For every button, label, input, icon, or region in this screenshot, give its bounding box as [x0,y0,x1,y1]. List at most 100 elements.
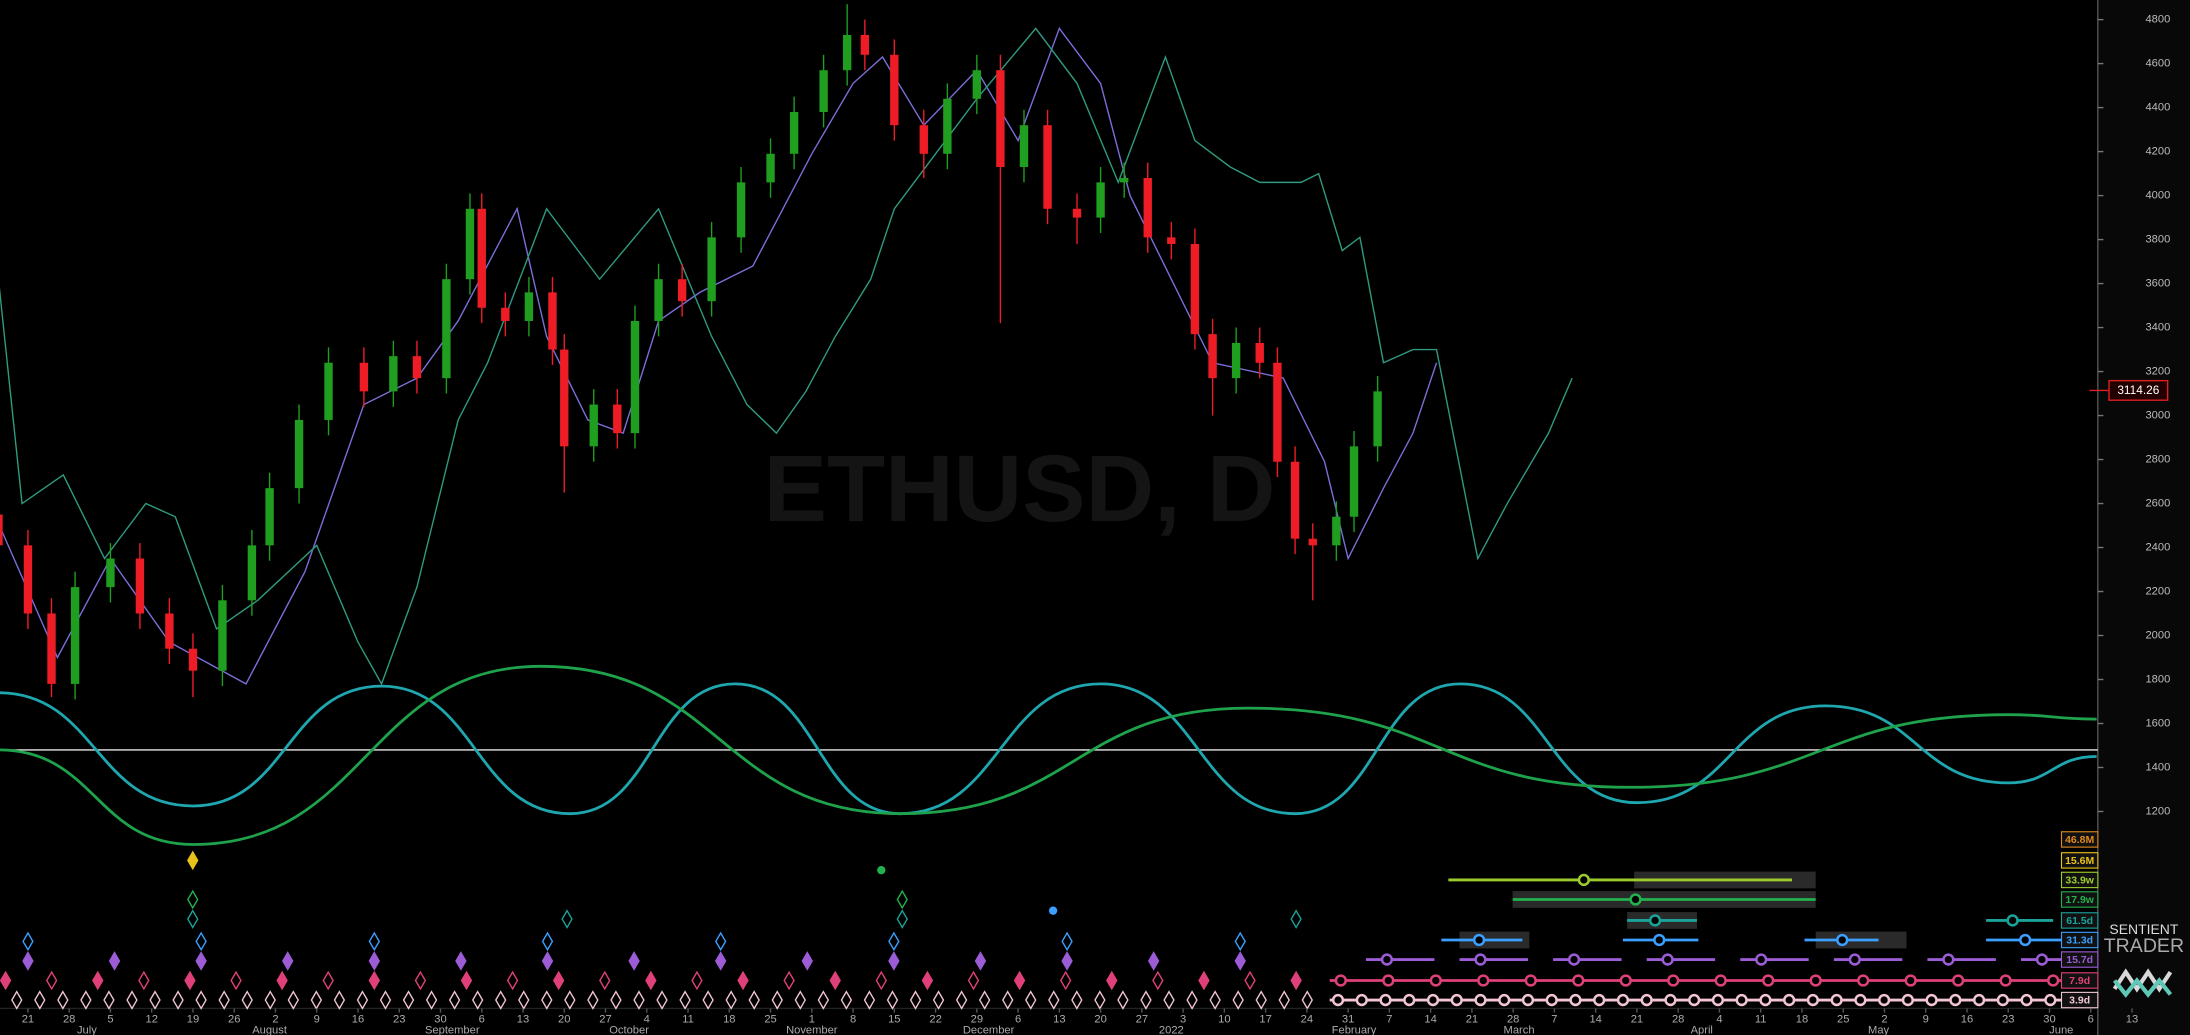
projection-marker [1380,953,1394,966]
y-tick-label: 2000 [2145,629,2170,641]
cycle-diamond [187,909,199,929]
cycle-diamond [1186,990,1198,1010]
cycle-diamond [1198,970,1210,991]
month-label: May [1868,1025,1889,1035]
candle-body [789,111,799,154]
projection-marker [1331,993,1345,1007]
month-label: July [77,1025,97,1035]
projection-marker [1472,933,1486,947]
period-box [2060,912,2099,929]
projection-marker [1382,974,1395,987]
cycle-diamond [909,990,922,1010]
cycle-diamond [287,990,300,1010]
candle-body [736,182,746,238]
cycle-diamond [1278,990,1290,1010]
projection-marker [1593,993,1606,1007]
month-label: February [1332,1025,1377,1035]
candle-body [1332,516,1341,546]
projection-marker [1640,993,1653,1007]
period-box [2060,931,2099,949]
candle-body [677,279,687,302]
x-tick-label: 30 [434,1014,446,1026]
candle-body [477,208,486,308]
projection-marker [1619,974,1632,987]
y-tick-label: 1800 [2145,673,2170,685]
y-tick-label: 3000 [2145,409,2170,421]
cycle-diamond [455,951,467,971]
brand-name: TRADER [2104,935,2184,957]
cycle-diamond [1106,970,1118,991]
projection-marker [1755,953,1768,966]
cycle-diamond [187,889,199,910]
cycle-diamond [333,990,346,1010]
cycle-diamond [126,990,138,1010]
cycle-diamond [108,951,121,971]
x-tick-label: 16 [1961,1014,1973,1026]
logo-stroke [2112,977,2173,998]
candle-body [524,292,534,321]
cycle-diamond [875,970,888,991]
cycle-diamond [1048,990,1060,1010]
projection-marker [1334,974,1347,987]
cycle-diamond [149,990,161,1010]
cycle-diamond [322,970,334,991]
x-tick-label: 1 [809,1014,815,1026]
cycle-diamond [552,970,565,991]
cycle-diamond [702,990,714,1010]
projection-marker [1577,873,1590,887]
projection-marker [1830,993,1843,1007]
cycle-diamond [840,990,853,1010]
month-label: December [963,1025,1015,1035]
x-tick-label: 6 [479,1014,485,1026]
projection-marker [1714,974,1727,987]
y-tick-label: 3800 [2145,234,2170,246]
candle-body [294,419,304,489]
projection-marker [1806,993,1820,1007]
projection-marker [1952,974,1965,987]
period-box [2060,891,2099,908]
month-label: April [1691,1025,1713,1035]
period-label: 33.9w [2065,875,2094,886]
cycle-diamond [518,990,530,1010]
x-tick-label: 12 [145,1014,157,1026]
x-tick-label: 25 [1837,1014,1849,1026]
projection-marker [1616,993,1630,1007]
cycle-diamond [561,909,573,929]
x-tick-label: 11 [1755,1014,1767,1026]
cycle-diamond [974,951,987,971]
projection-marker [1762,974,1775,987]
cycle-diamond [737,970,749,991]
projection-marker [1877,993,1891,1007]
cycle-diamond [801,951,813,971]
cycle-diamond [628,951,640,971]
cycle-diamond [1234,931,1246,952]
candle-body [630,320,640,434]
cycle-diamond [645,970,657,991]
candle-body [1019,125,1029,167]
period-box [2060,991,2099,1009]
watermark: ETHUSD, D [764,436,1276,542]
period-label: 15.6M [2065,856,2094,867]
y-tick-label: 4600 [2145,58,2170,70]
y-tick-label: 2600 [2145,497,2170,509]
x-tick-label: 20 [1094,1014,1106,1026]
cycle-diamond [829,970,841,991]
x-tick-label: 25 [764,1014,776,1026]
candle-body [359,362,369,392]
cycle-diamond [368,951,381,971]
x-tick-label: 28 [1672,1014,1684,1026]
x-tick-label: 15 [888,1014,900,1026]
x-tick-label: 28 [63,1014,75,1026]
candle-body [972,70,982,99]
projection-marker [1901,993,1915,1007]
cycle-diamond [241,990,253,1010]
cycle-diamond [955,990,968,1010]
brand-logo [2112,968,2173,998]
candle-body [0,514,3,546]
candle-body [996,70,1005,167]
projection-marker [1653,933,1666,947]
x-tick-label: 2 [272,1014,278,1026]
brand-name: SENTIENT [2109,921,2178,937]
candle-body [165,613,174,649]
